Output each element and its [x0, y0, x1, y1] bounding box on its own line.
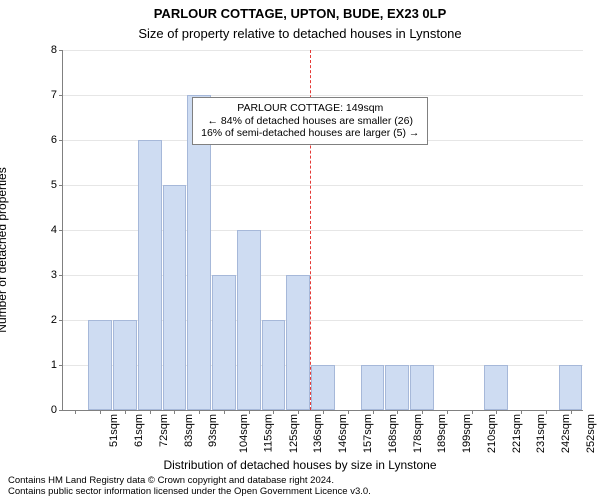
y-axis-label: Number of detached properties — [0, 85, 9, 250]
x-tick-mark — [447, 410, 448, 414]
x-tick-mark — [422, 410, 423, 414]
bar — [212, 275, 236, 410]
bar — [237, 230, 261, 410]
bar — [113, 320, 137, 410]
y-tick-label: 8 — [51, 44, 63, 56]
y-tick-label: 2 — [51, 314, 63, 326]
x-tick-mark — [373, 410, 374, 414]
callout-line-1: PARLOUR COTTAGE: 149sqm — [201, 102, 419, 115]
callout-line-3: 16% of semi-detached houses are larger (… — [201, 127, 419, 140]
x-tick-label: 157sqm — [362, 414, 374, 453]
gridline — [63, 95, 583, 96]
x-tick-mark — [199, 410, 200, 414]
x-tick-label: 104sqm — [238, 414, 250, 453]
plot-area: 01234567851sqm61sqm72sqm83sqm93sqm104sqm… — [62, 50, 583, 411]
x-tick-mark — [174, 410, 175, 414]
y-tick-label: 7 — [51, 89, 63, 101]
bar — [163, 185, 187, 410]
x-tick-label: 178sqm — [412, 414, 424, 453]
footer-line-2: Contains public sector information licen… — [8, 487, 592, 498]
x-tick-label: 51sqm — [108, 414, 120, 447]
callout-line-2: ← 84% of detached houses are smaller (26… — [201, 115, 419, 128]
y-tick-label: 5 — [51, 179, 63, 191]
x-tick-mark — [224, 410, 225, 414]
x-tick-mark — [546, 410, 547, 414]
bar — [559, 365, 583, 410]
x-axis-label: Distribution of detached houses by size … — [0, 458, 600, 472]
x-tick-mark — [472, 410, 473, 414]
x-tick-label: 168sqm — [387, 414, 399, 453]
x-tick-mark — [125, 410, 126, 414]
x-tick-label: 72sqm — [158, 414, 170, 447]
x-tick-label: 199sqm — [461, 414, 473, 453]
y-tick-label: 6 — [51, 134, 63, 146]
bar — [262, 320, 286, 410]
gridline — [63, 50, 583, 51]
bar — [138, 140, 162, 410]
bar — [286, 275, 310, 410]
callout-box: PARLOUR COTTAGE: 149sqm← 84% of detached… — [192, 97, 428, 145]
bar — [361, 365, 385, 410]
x-tick-mark — [397, 410, 398, 414]
x-tick-label: 93sqm — [207, 414, 219, 447]
footer-attribution: Contains HM Land Registry data © Crown c… — [8, 476, 592, 498]
x-tick-mark — [249, 410, 250, 414]
x-tick-label: 231sqm — [535, 414, 547, 453]
x-tick-mark — [100, 410, 101, 414]
x-tick-label: 115sqm — [262, 414, 274, 452]
chart-container: PARLOUR COTTAGE, UPTON, BUDE, EX23 0LP S… — [0, 0, 600, 500]
x-tick-mark — [75, 410, 76, 414]
x-tick-label: 61sqm — [133, 414, 145, 447]
x-tick-label: 125sqm — [288, 414, 300, 453]
y-tick-label: 4 — [51, 224, 63, 236]
x-tick-label: 210sqm — [486, 414, 498, 453]
bar — [410, 365, 434, 410]
x-tick-label: 146sqm — [337, 414, 349, 453]
bar — [385, 365, 409, 410]
x-tick-mark — [323, 410, 324, 414]
x-tick-label: 252sqm — [585, 414, 597, 453]
y-tick-label: 3 — [51, 269, 63, 281]
x-tick-mark — [571, 410, 572, 414]
y-tick-label: 0 — [51, 404, 63, 416]
x-tick-mark — [348, 410, 349, 414]
bar — [484, 365, 508, 410]
x-tick-mark — [150, 410, 151, 414]
bar — [311, 365, 335, 410]
x-tick-label: 242sqm — [560, 414, 572, 453]
x-tick-mark — [273, 410, 274, 414]
x-tick-label: 189sqm — [436, 414, 448, 453]
y-tick-label: 1 — [51, 359, 63, 371]
x-tick-label: 136sqm — [313, 414, 325, 453]
bar — [88, 320, 112, 410]
chart-title-main: PARLOUR COTTAGE, UPTON, BUDE, EX23 0LP — [0, 6, 600, 21]
x-tick-label: 83sqm — [183, 414, 195, 447]
x-tick-mark — [521, 410, 522, 414]
x-tick-mark — [496, 410, 497, 414]
x-tick-label: 221sqm — [511, 414, 523, 453]
chart-title-sub: Size of property relative to detached ho… — [0, 26, 600, 41]
x-tick-mark — [298, 410, 299, 414]
